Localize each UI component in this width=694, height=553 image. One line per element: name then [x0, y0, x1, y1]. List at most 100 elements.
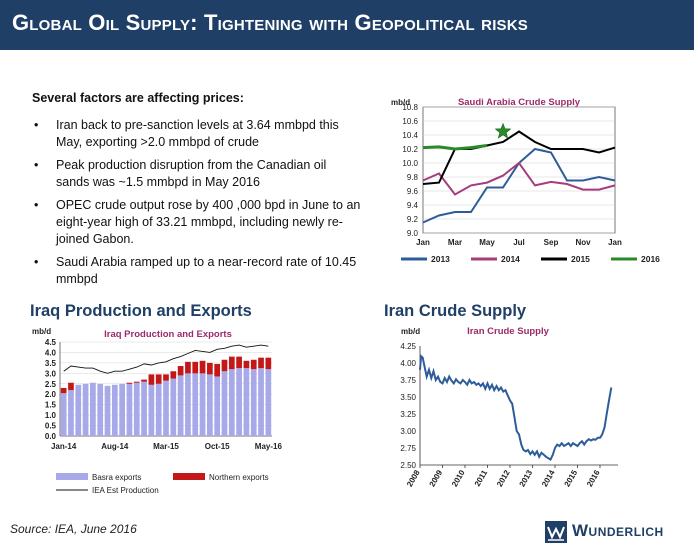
y-tick-label: 2.5: [45, 380, 57, 389]
y-tick-label: 9.6: [407, 187, 419, 196]
saudi-crude-supply-chart: mb/d Saudi Arabia Crude Supply 9.0 9.2 9.4 9.…: [391, 97, 660, 264]
bar-basra: [155, 383, 162, 436]
bar-basra: [148, 384, 155, 436]
factor-item: • Peak production disruption from the Can…: [32, 157, 362, 191]
factor-item: • OPEC crude output rose by 400 ,000 bpd …: [32, 197, 362, 248]
bar-basra: [199, 373, 206, 436]
plot-frame: [422, 106, 616, 234]
bar-basra: [60, 393, 67, 436]
legend-label-2013: 2013: [431, 254, 450, 264]
legend-label-2014: 2014: [501, 254, 520, 264]
y-tick-label: 9.0: [407, 229, 419, 238]
y-tick-label: 1.5: [45, 401, 57, 410]
bar-northern: [155, 374, 162, 384]
bar-basra: [192, 373, 199, 436]
chart-title: Saudi Arabia Crude Supply: [458, 97, 581, 108]
y-tick-label: 9.4: [407, 201, 419, 210]
y-tick-label: 10.8: [402, 103, 418, 112]
y-tick-label: 2.75: [400, 444, 416, 453]
legend-label-basra: Basra exports: [92, 473, 141, 482]
y-tick-label: 9.2: [407, 215, 419, 224]
x-tick-label: 2013: [518, 468, 535, 488]
legend-swatch-basra: [56, 473, 88, 480]
bar-basra: [104, 385, 111, 436]
bar-basra: [228, 369, 235, 436]
wunderlich-logo-icon: [545, 521, 567, 543]
x-tick-label: Jan: [608, 238, 622, 247]
bar-basra: [207, 374, 213, 436]
y-tick-label: 0.5: [45, 422, 57, 431]
bar-basra: [221, 371, 228, 436]
series-line-2014: [422, 161, 616, 196]
legend-swatch-northern: [173, 473, 205, 480]
bar-northern: [133, 381, 140, 383]
legend-label-northern: Northern exports: [209, 473, 269, 482]
y-tick-label: 10.6: [402, 117, 418, 126]
x-tick-label: Sep: [544, 238, 559, 247]
iran-section-heading: Iran Crude Supply: [384, 302, 527, 320]
y-tick-label: 3.75: [400, 376, 416, 385]
factors-panel: Several factors are affecting prices: • I…: [32, 90, 362, 294]
bar-basra: [265, 369, 272, 436]
factors-list: • Iran back to pre-sanction levels at 3.6…: [32, 117, 362, 288]
y-tick-label: 10.4: [402, 131, 418, 140]
bullet-icon: •: [34, 158, 39, 172]
x-tick-label: May: [479, 238, 495, 247]
bar-basra: [250, 369, 257, 436]
x-tick-label: Nov: [575, 238, 591, 247]
y-tick-label: 3.5: [45, 359, 57, 368]
bar-northern: [221, 359, 228, 372]
series-line-2015: [422, 130, 616, 185]
bar-northern: [228, 356, 235, 370]
bar-basra: [236, 368, 242, 436]
bar-northern: [126, 382, 133, 384]
bar-basra: [90, 382, 96, 436]
x-tick-label: 2014: [540, 468, 557, 488]
bullet-icon: •: [34, 198, 39, 212]
factor-text: OPEC crude output rose by 400 ,000 bpd i…: [56, 198, 361, 246]
y-tick-label: 3.25: [400, 410, 416, 419]
iran-crude-supply-chart: mb/d Iran Crude Supply 2.50 2.75 3.00 3.25 3.5…: [400, 326, 618, 488]
bar-basra: [243, 368, 250, 436]
bar-northern: [265, 357, 272, 370]
bar-basra: [75, 384, 82, 436]
series-line-2016: [422, 144, 488, 151]
bar-basra: [126, 383, 133, 436]
bar-northern: [170, 371, 177, 379]
source-note: Source: IEA, June 2016: [10, 522, 137, 536]
bullet-icon: •: [34, 255, 39, 269]
page-title: Global Oil Supply: Tightening with Geopo…: [12, 10, 528, 35]
y-tick-label: 2.0: [45, 390, 57, 399]
y-tick-label: 4.0: [45, 348, 57, 357]
y-tick-label: 4.00: [400, 359, 416, 368]
logo-text: Wunderlich: [572, 521, 664, 540]
bar-basra: [141, 381, 147, 436]
bar-basra: [97, 383, 104, 436]
factor-item: • Iran back to pre-sanction levels at 3.6…: [32, 117, 362, 151]
bullet-icon: •: [34, 118, 39, 132]
bar-basra: [177, 375, 184, 436]
bar-basra: [119, 383, 125, 436]
bar-northern: [177, 366, 184, 376]
factor-text: Saudi Arabia ramped up to a near-record …: [56, 255, 357, 286]
y-tick-label: 9.8: [407, 173, 419, 182]
x-tick-label: 2016: [585, 468, 602, 488]
bar-northern: [207, 362, 213, 375]
bar-basra: [68, 390, 74, 436]
x-tick-label: 2008: [405, 468, 422, 488]
factors-heading: Several factors are affecting prices:: [32, 91, 244, 105]
bar-basra: [185, 373, 191, 436]
y-tick-label: 3.50: [400, 393, 416, 402]
y-tick-label: 10.0: [402, 159, 418, 168]
factor-text: Iran back to pre-sanction levels at 3.64…: [56, 118, 339, 149]
y-tick-label: 10.2: [402, 145, 418, 154]
x-tick-label: Oct-15: [205, 442, 230, 451]
bar-basra: [170, 378, 177, 436]
y-tick-label: 3.0: [45, 369, 57, 378]
bar-northern: [192, 361, 199, 374]
y-tick-label: 4.25: [400, 342, 416, 351]
bar-northern: [68, 382, 74, 391]
iraq-section-heading: Iraq Production and Exports: [30, 302, 252, 320]
x-tick-label: Mar-15: [153, 442, 179, 451]
series-line-2013: [422, 147, 616, 224]
